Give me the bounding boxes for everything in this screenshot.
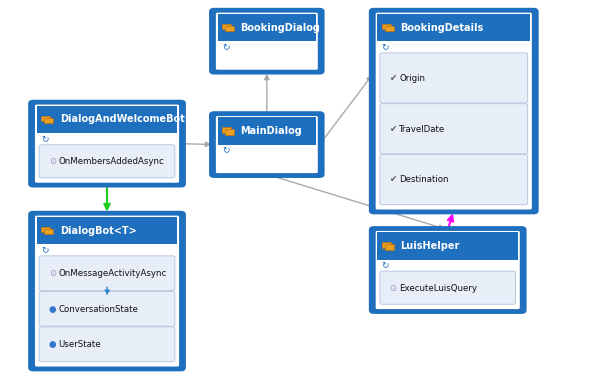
Text: ●: ●: [49, 340, 56, 349]
Text: ↻: ↻: [222, 146, 229, 155]
Text: ✔: ✔: [390, 124, 397, 134]
FancyBboxPatch shape: [35, 216, 179, 367]
FancyBboxPatch shape: [370, 9, 537, 213]
FancyBboxPatch shape: [44, 118, 53, 123]
Text: TravelDate: TravelDate: [399, 124, 446, 134]
FancyBboxPatch shape: [39, 256, 175, 291]
Text: Destination: Destination: [399, 175, 449, 184]
Text: ⊙: ⊙: [49, 269, 56, 278]
Text: MainDialog: MainDialog: [241, 126, 302, 136]
FancyBboxPatch shape: [39, 291, 175, 326]
FancyBboxPatch shape: [385, 244, 394, 250]
FancyBboxPatch shape: [41, 227, 50, 232]
Text: OnMessageActivityAsync: OnMessageActivityAsync: [58, 269, 167, 278]
Text: BookingDialog: BookingDialog: [241, 23, 320, 33]
FancyBboxPatch shape: [218, 117, 316, 145]
Text: Origin: Origin: [399, 74, 425, 83]
Text: ExecuteLuisQuery: ExecuteLuisQuery: [399, 283, 477, 293]
Text: ↻: ↻: [382, 260, 389, 270]
Text: DialogBot<T>: DialogBot<T>: [60, 226, 136, 236]
FancyBboxPatch shape: [37, 106, 177, 133]
FancyBboxPatch shape: [218, 14, 316, 41]
FancyBboxPatch shape: [41, 116, 50, 121]
FancyBboxPatch shape: [225, 129, 234, 135]
FancyBboxPatch shape: [377, 232, 518, 260]
FancyBboxPatch shape: [382, 24, 391, 29]
FancyBboxPatch shape: [380, 271, 516, 304]
Text: ↻: ↻: [382, 42, 389, 51]
FancyBboxPatch shape: [377, 14, 530, 41]
FancyBboxPatch shape: [376, 231, 520, 309]
Text: ✔: ✔: [390, 74, 397, 83]
FancyBboxPatch shape: [382, 242, 391, 248]
Text: BookingDetails: BookingDetails: [400, 23, 484, 33]
FancyBboxPatch shape: [35, 105, 179, 183]
FancyBboxPatch shape: [30, 212, 185, 370]
FancyBboxPatch shape: [44, 229, 53, 234]
Text: ↻: ↻: [222, 42, 229, 51]
FancyBboxPatch shape: [39, 145, 175, 178]
FancyBboxPatch shape: [380, 154, 528, 205]
FancyBboxPatch shape: [222, 24, 231, 29]
FancyBboxPatch shape: [210, 113, 323, 177]
Text: UserState: UserState: [58, 340, 101, 349]
Text: ●: ●: [49, 304, 56, 314]
FancyBboxPatch shape: [30, 101, 185, 186]
Text: ⊙: ⊙: [49, 157, 56, 166]
Text: OnMembersAddedAsync: OnMembersAddedAsync: [58, 157, 164, 166]
FancyBboxPatch shape: [37, 217, 177, 244]
Text: ConversationState: ConversationState: [58, 304, 138, 314]
Text: ↻: ↻: [41, 134, 48, 143]
FancyBboxPatch shape: [210, 9, 323, 73]
FancyBboxPatch shape: [39, 327, 175, 362]
Text: ✔: ✔: [390, 175, 397, 184]
FancyBboxPatch shape: [216, 116, 318, 173]
FancyBboxPatch shape: [222, 127, 231, 133]
Text: LuisHelper: LuisHelper: [400, 241, 459, 251]
FancyBboxPatch shape: [225, 26, 234, 31]
FancyBboxPatch shape: [376, 13, 532, 210]
Text: ↻: ↻: [41, 245, 48, 254]
FancyBboxPatch shape: [370, 228, 525, 313]
Text: DialogAndWelcomeBot<T>: DialogAndWelcomeBot<T>: [60, 115, 207, 124]
FancyBboxPatch shape: [380, 53, 528, 103]
FancyBboxPatch shape: [380, 104, 528, 154]
FancyBboxPatch shape: [385, 26, 394, 31]
FancyBboxPatch shape: [216, 13, 318, 70]
Text: ⊙: ⊙: [390, 283, 397, 293]
